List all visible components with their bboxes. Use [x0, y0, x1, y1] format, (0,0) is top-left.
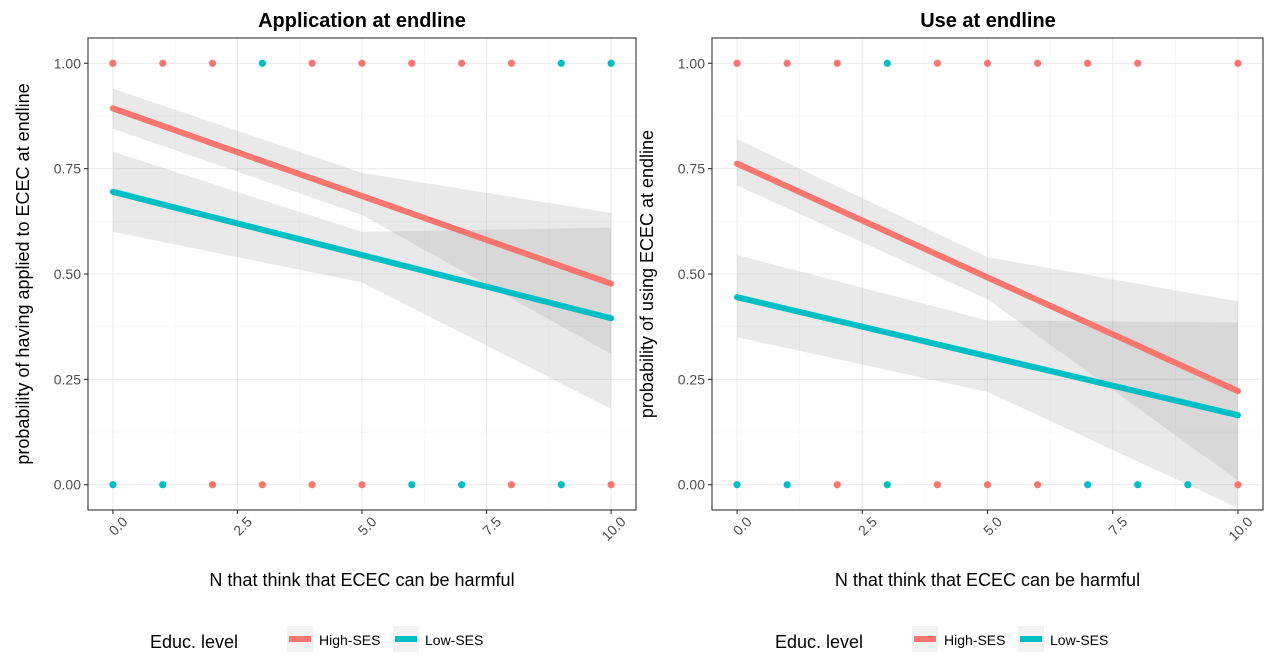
y-tick-label: 0.50	[678, 266, 705, 282]
data-point-high-ses	[833, 481, 841, 489]
legend-label-high-ses: High-SES	[944, 632, 1005, 648]
data-point-high-ses	[507, 59, 516, 67]
data-point-high-ses	[1234, 481, 1242, 489]
data-point-high-ses	[1033, 481, 1042, 489]
data-point-high-ses	[933, 59, 942, 67]
y-tick-label: 1.00	[678, 55, 705, 71]
data-point-low-ses	[458, 481, 466, 489]
panel-2: 0.00 0.25 0.50 0.75 1.00 0.0 2.5 5.0 7.5 10.0 Use …	[637, 10, 1264, 652]
panel-1: 0.00 0.25 0.50 0.75 1.00 0.0 2.5 5.0 7.5 10.0 Appl…	[13, 10, 637, 652]
fit-line-high-ses	[109, 105, 615, 287]
data-point-high-ses	[783, 59, 791, 67]
confidence-band-low-ses	[112, 151, 612, 409]
chart-title: Use at endline	[920, 10, 1056, 32]
y-tick-label: 0.75	[54, 161, 81, 177]
y-tick-label: 0.00	[678, 477, 705, 493]
x-tick-label: 10.0	[598, 513, 629, 544]
data-point-high-ses	[983, 481, 992, 489]
data-point-high-ses	[607, 481, 615, 489]
legend-label-low-ses: Low-SES	[1050, 632, 1108, 648]
confidence-band-high-ses	[737, 139, 1238, 481]
data-point-high-ses	[358, 481, 366, 489]
x-tick-label: 10.0	[1225, 513, 1256, 544]
legend-label-high-ses: High-SES	[319, 632, 380, 648]
data-point-low-ses	[1134, 481, 1142, 489]
data-point-high-ses	[408, 59, 416, 67]
data-point-high-ses	[258, 481, 266, 489]
data-point-high-ses	[833, 59, 841, 67]
x-axis-label: N that think that ECEC can be harmful	[835, 570, 1140, 590]
fit-line-low-ses	[734, 294, 1241, 419]
y-axis-label: probability of having applied to ECEC at…	[13, 83, 33, 464]
y-axis-label: probability of using ECEC at endline	[637, 130, 657, 418]
y-tick-label: 0.50	[54, 266, 81, 282]
y-tick-label: 1.00	[54, 55, 81, 71]
data-point-high-ses	[933, 481, 942, 489]
data-point-low-ses	[557, 59, 565, 67]
data-point-high-ses	[983, 59, 992, 67]
legend-label-low-ses: Low-SES	[425, 632, 483, 648]
data-point-high-ses	[1134, 59, 1142, 67]
data-point-high-ses	[308, 481, 316, 489]
x-tick-label: 5.0	[355, 513, 380, 538]
data-point-high-ses	[458, 59, 466, 67]
data-point-low-ses	[258, 59, 266, 67]
legend-title: Educ. level	[150, 632, 238, 652]
x-tick-label: 7.5	[479, 513, 504, 538]
data-point-high-ses	[1033, 59, 1042, 67]
data-point-high-ses	[109, 59, 117, 67]
x-tick-label: 2.5	[855, 513, 880, 538]
y-tick-label: 0.25	[54, 371, 81, 387]
x-tick-label: 0.0	[106, 513, 131, 538]
fit-line-high-ses	[734, 160, 1241, 395]
y-tick-label: 0.25	[678, 371, 705, 387]
fit-line-low-ses	[109, 188, 615, 322]
x-axis-label: N that think that ECEC can be harmful	[209, 570, 514, 590]
data-point-high-ses	[208, 481, 217, 489]
data-point-low-ses	[883, 481, 891, 489]
chart-title: Application at endline	[258, 10, 466, 32]
y-tick-label: 0.75	[678, 161, 705, 177]
data-point-low-ses	[408, 481, 416, 489]
data-point-low-ses	[733, 481, 741, 489]
data-point-high-ses	[507, 481, 516, 489]
data-point-high-ses	[159, 59, 167, 67]
confidence-band-low-ses	[737, 255, 1238, 508]
data-point-high-ses	[1234, 59, 1242, 67]
x-tick-label: 5.0	[980, 513, 1005, 538]
data-point-low-ses	[159, 481, 167, 489]
data-point-high-ses	[308, 59, 316, 67]
data-point-low-ses	[883, 59, 891, 67]
x-tick-label: 0.0	[730, 513, 755, 538]
data-point-high-ses	[358, 59, 366, 67]
data-point-low-ses	[557, 481, 565, 489]
data-point-high-ses	[1084, 59, 1092, 67]
data-point-low-ses	[607, 59, 615, 67]
legend: Educ. level High-SES Low-SES	[150, 626, 483, 652]
data-point-high-ses	[733, 59, 741, 67]
data-point-low-ses	[109, 481, 117, 489]
legend-title: Educ. level	[775, 632, 863, 652]
x-tick-label: 7.5	[1105, 513, 1130, 538]
data-point-high-ses	[208, 59, 217, 67]
y-tick-label: 0.00	[54, 477, 81, 493]
legend: Educ. level High-SES Low-SES	[775, 626, 1108, 652]
x-tick-label: 2.5	[230, 513, 255, 538]
data-point-low-ses	[1184, 481, 1192, 489]
data-point-low-ses	[1084, 481, 1092, 489]
data-point-low-ses	[783, 481, 791, 489]
